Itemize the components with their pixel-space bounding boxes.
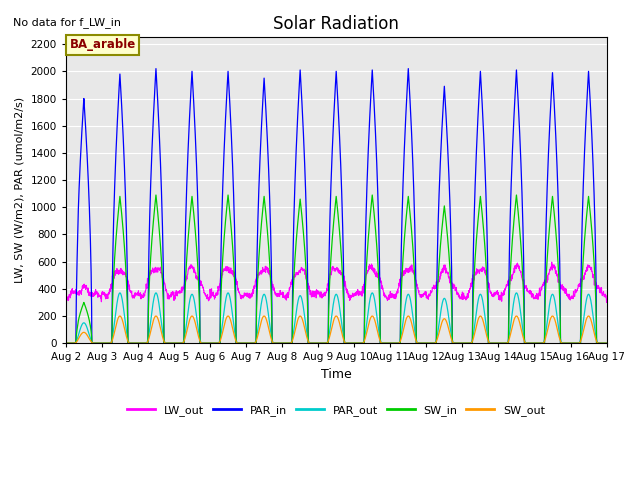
Line: SW_in: SW_in xyxy=(66,195,607,343)
Line: PAR_in: PAR_in xyxy=(66,69,607,343)
SW_out xyxy=(116,313,124,319)
Y-axis label: LW, SW (W/m2), PAR (umol/m2/s): LW, SW (W/m2), PAR (umol/m2/s) xyxy=(15,97,25,283)
PAR_out xyxy=(163,340,170,346)
SW_in xyxy=(342,340,349,346)
SW_in xyxy=(579,259,587,265)
Legend: LW_out, PAR_in, PAR_out, SW_in, SW_out: LW_out, PAR_in, PAR_out, SW_in, SW_out xyxy=(123,401,549,420)
SW_in xyxy=(398,278,406,284)
SW_in xyxy=(210,340,218,346)
Title: Solar Radiation: Solar Radiation xyxy=(273,15,399,33)
LW_out xyxy=(209,289,217,295)
Line: LW_out: LW_out xyxy=(66,262,607,302)
PAR_in xyxy=(579,190,587,196)
PAR_in xyxy=(603,340,611,346)
PAR_out xyxy=(62,340,70,346)
SW_out xyxy=(62,340,70,346)
X-axis label: Time: Time xyxy=(321,368,351,381)
SW_in xyxy=(603,340,611,346)
PAR_in xyxy=(152,66,160,72)
SW_in xyxy=(152,192,160,198)
PAR_out xyxy=(116,290,124,296)
SW_in xyxy=(163,340,170,346)
PAR_in xyxy=(398,224,406,230)
SW_in xyxy=(497,340,504,346)
PAR_in xyxy=(210,340,218,346)
SW_out xyxy=(497,340,504,346)
SW_out xyxy=(163,340,170,346)
LW_out xyxy=(579,275,587,280)
LW_out xyxy=(497,295,504,301)
LW_out xyxy=(163,287,170,292)
Text: BA_arable: BA_arable xyxy=(69,38,136,51)
LW_out xyxy=(62,295,70,300)
PAR_out xyxy=(603,340,611,346)
PAR_out xyxy=(497,340,504,346)
SW_out xyxy=(579,330,587,336)
SW_in xyxy=(62,340,70,346)
SW_out xyxy=(603,340,611,346)
PAR_in xyxy=(497,340,504,346)
SW_out xyxy=(398,334,406,339)
PAR_out xyxy=(579,321,587,327)
PAR_out xyxy=(398,328,406,334)
PAR_in xyxy=(62,340,70,346)
Text: No data for f_LW_in: No data for f_LW_in xyxy=(13,17,121,28)
LW_out xyxy=(603,300,611,305)
SW_out xyxy=(342,340,349,346)
Line: PAR_out: PAR_out xyxy=(66,293,607,343)
SW_out xyxy=(210,340,218,346)
PAR_out xyxy=(210,340,218,346)
Line: SW_out: SW_out xyxy=(66,316,607,343)
LW_out xyxy=(397,275,405,280)
LW_out xyxy=(341,284,349,290)
PAR_in xyxy=(342,340,349,346)
PAR_in xyxy=(163,340,170,346)
PAR_out xyxy=(342,340,349,346)
LW_out xyxy=(548,259,556,265)
